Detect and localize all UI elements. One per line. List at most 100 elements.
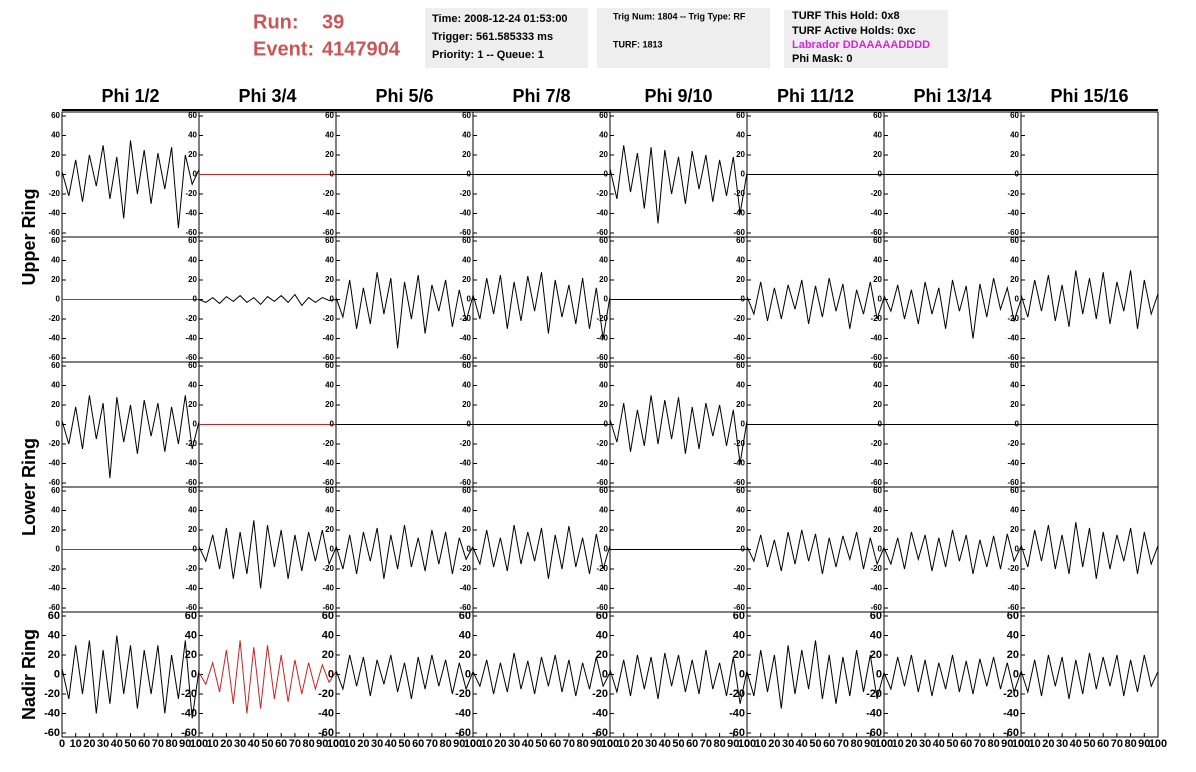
y-tick-label: -20 [733, 439, 745, 448]
y-tick-label: 20 [188, 400, 197, 409]
y-tick-label: 60 [188, 361, 197, 370]
y-tick-label: 40 [462, 131, 471, 140]
y-tick-label: 40 [325, 506, 334, 515]
y-tick-label: 60 [48, 610, 60, 622]
panel [61, 111, 200, 238]
x-tick-label: 90 [1001, 738, 1013, 750]
info-box [784, 10, 948, 68]
y-tick-label: -60 [48, 353, 60, 362]
y-tick-label: -40 [866, 707, 882, 719]
x-tick-label: 70 [563, 738, 575, 750]
y-tick-label: -40 [459, 459, 471, 468]
y-tick-label: 20 [462, 275, 471, 284]
y-tick-label: 0 [193, 170, 198, 179]
x-tick-label: 60 [412, 738, 424, 750]
waveform [609, 395, 748, 464]
y-tick-label: 20 [188, 525, 197, 534]
y-tick-label: 20 [185, 649, 197, 661]
x-tick-label: 100 [1012, 738, 1030, 750]
y-tick-label: 0 [741, 295, 746, 304]
y-tick-label: -60 [729, 727, 745, 739]
turf: TURF: 1813 [613, 39, 663, 49]
y-tick-label: -60 [1007, 228, 1019, 237]
y-tick-label: -60 [1007, 603, 1019, 612]
y-tick-label: 20 [1010, 525, 1019, 534]
y-tick-label: 0 [878, 545, 883, 554]
panel [198, 236, 337, 363]
y-tick-label: -20 [729, 688, 745, 700]
y-tick-label: 60 [462, 486, 471, 495]
x-tick-label: 100 [464, 738, 482, 750]
x-tick-label: 10 [618, 738, 630, 750]
y-tick-label: 60 [325, 486, 334, 495]
y-tick-label: 20 [599, 275, 608, 284]
y-tick-label: -40 [185, 209, 197, 218]
y-tick-label: 60 [599, 236, 608, 245]
y-tick-label: -40 [322, 334, 334, 343]
y-tick-label: -60 [318, 727, 334, 739]
y-tick-label: 0 [602, 668, 608, 680]
y-tick-label: -40 [459, 209, 471, 218]
y-tick-label: 0 [604, 295, 609, 304]
x-tick-label: 80 [987, 738, 999, 750]
y-tick-label: 0 [56, 295, 61, 304]
y-tick-label: -60 [44, 727, 60, 739]
run: 39 [322, 11, 344, 33]
x-tick-label: 70 [974, 738, 986, 750]
y-tick-label: 40 [48, 629, 60, 641]
y-tick-label: 20 [873, 275, 882, 284]
panel [61, 361, 200, 488]
y-tick-label: -20 [733, 189, 745, 198]
panel [472, 486, 611, 613]
y-tick-label: 20 [325, 150, 334, 159]
y-tick-label: 0 [604, 170, 609, 179]
column-header: Phi 5/6 [375, 86, 433, 106]
waveform [883, 277, 1022, 339]
y-tick-label: -20 [1007, 314, 1019, 323]
panel [198, 486, 337, 613]
y-tick-label: 20 [736, 275, 745, 284]
column-header: Phi 9/10 [644, 86, 712, 106]
x-tick-label: 0 [333, 738, 339, 750]
y-tick-label: -60 [596, 478, 608, 487]
y-tick-label: 40 [736, 256, 745, 265]
y-tick-label: -40 [596, 459, 608, 468]
y-tick-label: -60 [596, 353, 608, 362]
y-tick-label: -60 [322, 478, 334, 487]
y-tick-label: 0 [328, 668, 334, 680]
y-tick-label: -20 [1007, 564, 1019, 573]
y-tick-label: 40 [51, 381, 60, 390]
x-tick-label: 100 [1149, 738, 1167, 750]
y-tick-label: 0 [741, 170, 746, 179]
y-tick-label: 60 [1010, 486, 1019, 495]
y-tick-label: 0 [330, 170, 335, 179]
y-tick-label: -60 [596, 228, 608, 237]
y-tick-label: -20 [185, 439, 197, 448]
y-tick-label: 40 [51, 131, 60, 140]
x-tick-label: 70 [1111, 738, 1123, 750]
y-tick-label: -40 [870, 209, 882, 218]
y-tick-label: 40 [873, 506, 882, 515]
waveform [198, 520, 337, 589]
x-tick-label: 50 [124, 738, 136, 750]
phi-mask: Phi Mask: 0 [792, 53, 853, 65]
x-tick-label: 0 [607, 738, 613, 750]
y-tick-label: -60 [322, 228, 334, 237]
y-tick-label: -20 [1007, 189, 1019, 198]
y-tick-label: -20 [592, 688, 608, 700]
row-label: Upper Ring [19, 189, 39, 286]
y-tick-label: -40 [1003, 707, 1019, 719]
y-tick-label: 60 [873, 111, 882, 120]
y-tick-label: -20 [322, 314, 334, 323]
x-tick-label: 80 [713, 738, 725, 750]
x-tick-label: 50 [1083, 738, 1095, 750]
y-tick-label: 0 [1015, 545, 1020, 554]
y-tick-label: 60 [873, 486, 882, 495]
y-tick-label: -20 [733, 564, 745, 573]
column-header: Phi 1/2 [101, 86, 159, 106]
panel [472, 236, 611, 363]
y-tick-label: -40 [870, 459, 882, 468]
x-tick-label: 80 [850, 738, 862, 750]
